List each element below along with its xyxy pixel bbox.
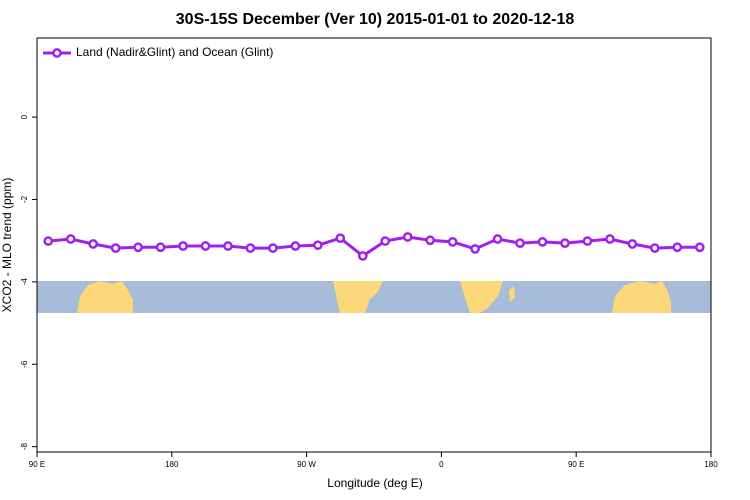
data-point [178, 241, 188, 251]
y-tick-label: -8 [20, 443, 29, 451]
x-tick-label: 90 E [29, 460, 45, 469]
data-point [200, 241, 211, 251]
data-point [492, 234, 503, 244]
data-point [605, 234, 615, 244]
legend-marker [52, 48, 62, 58]
data-point [312, 240, 323, 251]
data-point [447, 237, 458, 247]
x-tick-label: 180 [704, 460, 718, 469]
chart-title: 30S-15S December (Ver 10) 2015-01-01 to … [176, 11, 575, 28]
data-point [515, 238, 525, 248]
data-point [402, 232, 413, 242]
data-point [223, 241, 233, 251]
x-tick-label: 180 [165, 460, 179, 469]
data-point [268, 243, 278, 253]
data-point [425, 235, 436, 246]
data-point [470, 244, 480, 254]
y-tick-label: 0 [20, 114, 29, 119]
data-point [582, 236, 593, 246]
x-axis-label: Longitude (deg E) [327, 476, 422, 490]
data-point [65, 234, 76, 244]
data-point [357, 251, 368, 261]
y-tick-label: -4 [20, 278, 29, 286]
data-point [335, 233, 346, 244]
data-point [694, 242, 705, 253]
y-axis-label: XCO2 - MLO trend (ppm) [0, 178, 14, 313]
data-point [537, 237, 548, 247]
y-tick-label: -6 [20, 360, 29, 368]
data-point [245, 243, 256, 253]
data-point [110, 243, 121, 253]
x-tick-label: 90 W [297, 460, 316, 469]
data-point [43, 236, 54, 246]
series-line [48, 235, 700, 258]
data-point [155, 242, 166, 253]
y-tick-label: -2 [20, 195, 29, 203]
plot-frame [36, 37, 712, 453]
data-point [88, 239, 99, 249]
data-point [133, 242, 143, 253]
data-point [290, 241, 301, 251]
x-tick-label: 90 E [568, 460, 584, 469]
map-strip [37, 281, 711, 313]
data-point [560, 238, 570, 248]
data-point [649, 243, 660, 253]
x-tick-label: 0 [439, 460, 444, 469]
data-point [380, 236, 391, 246]
data-point [672, 242, 683, 253]
data-point [627, 239, 638, 249]
legend-label: Land (Nadir&Glint) and Ocean (Glint) [76, 45, 273, 59]
